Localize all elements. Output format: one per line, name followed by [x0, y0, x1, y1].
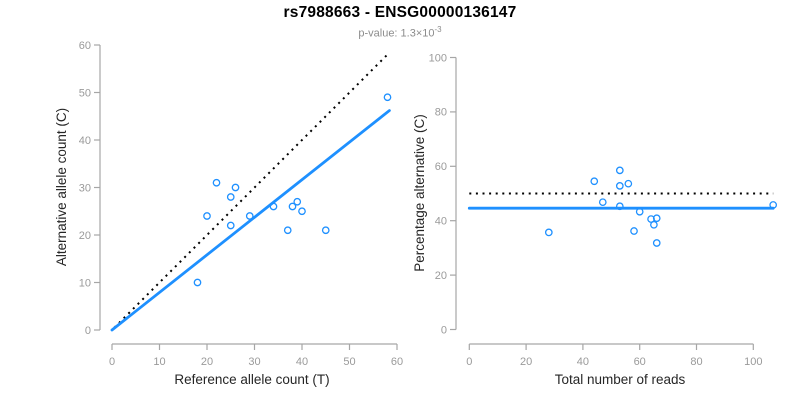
- data-point: [615, 182, 624, 190]
- x-tick-label: 20: [520, 356, 532, 368]
- data-point: [226, 193, 235, 201]
- x-tick-label: 30: [248, 356, 260, 368]
- y-tick-label: 20: [79, 230, 91, 242]
- data-point: [615, 202, 624, 211]
- y-tick-label: 60: [435, 161, 447, 173]
- x-tick-label: 80: [690, 356, 702, 368]
- y-tick-label: 40: [435, 216, 447, 228]
- x-axis-title: Reference allele count (T): [174, 372, 329, 387]
- data-point: [383, 93, 392, 102]
- y-tick-label: 80: [435, 107, 447, 119]
- y-axis-title: Alternative allele count (C): [54, 108, 69, 266]
- y-tick-label: 30: [79, 182, 91, 194]
- data-point: [288, 202, 297, 211]
- y-tick-label: 20: [435, 270, 447, 282]
- data-point: [652, 239, 661, 247]
- panel-right: 0 20 40 60 80 100 0 20 40 60 80 100 Total number of …: [412, 52, 778, 387]
- data-point: [283, 226, 292, 235]
- y-tick-label: 60: [79, 40, 91, 52]
- x-tick-label: 60: [391, 356, 403, 368]
- y-tick-label: 100: [429, 52, 447, 64]
- fit-line: [110, 109, 391, 332]
- panel-left: 0 10 20 30 40 50 60 0 10 20 30 40 50 60 Reference alle…: [54, 40, 403, 387]
- data-point: [212, 178, 221, 187]
- data-point: [769, 201, 778, 209]
- x-tick-label: 20: [201, 356, 213, 368]
- data-point: [652, 214, 661, 223]
- data-point: [650, 220, 658, 229]
- data-point: [598, 198, 607, 207]
- x-tick-label: 40: [296, 356, 308, 368]
- x-axis-title: Total number of reads: [555, 372, 686, 387]
- data-point: [590, 177, 599, 186]
- y-tick-label: 0: [441, 324, 447, 336]
- data-point: [298, 207, 306, 216]
- y-tick-label: 0: [85, 325, 91, 337]
- data-point: [226, 221, 235, 230]
- data-point: [624, 179, 633, 188]
- data-point: [193, 278, 202, 287]
- data-point: [630, 227, 638, 235]
- data-point: [203, 212, 211, 220]
- y-tick-label: 40: [79, 135, 91, 147]
- y-axis-title: Percentage alternative (C): [412, 114, 427, 272]
- x-tick-label: 40: [577, 356, 589, 368]
- x-tick-label: 60: [634, 356, 646, 368]
- x-tick-label: 100: [744, 356, 762, 368]
- identity-line: [113, 52, 390, 329]
- data-point: [615, 166, 624, 175]
- data-point: [544, 228, 553, 237]
- data-point: [231, 183, 240, 192]
- data-point: [245, 212, 254, 220]
- x-tick-label: 0: [466, 356, 472, 368]
- data-point: [293, 197, 302, 206]
- x-tick-label: 0: [109, 356, 115, 368]
- data-point: [321, 226, 330, 235]
- data-point: [635, 207, 644, 216]
- x-tick-label: 50: [343, 356, 355, 368]
- data-point: [269, 202, 278, 211]
- x-tick-label: 10: [153, 356, 165, 368]
- y-tick-label: 50: [79, 87, 91, 99]
- y-tick-label: 10: [79, 277, 91, 289]
